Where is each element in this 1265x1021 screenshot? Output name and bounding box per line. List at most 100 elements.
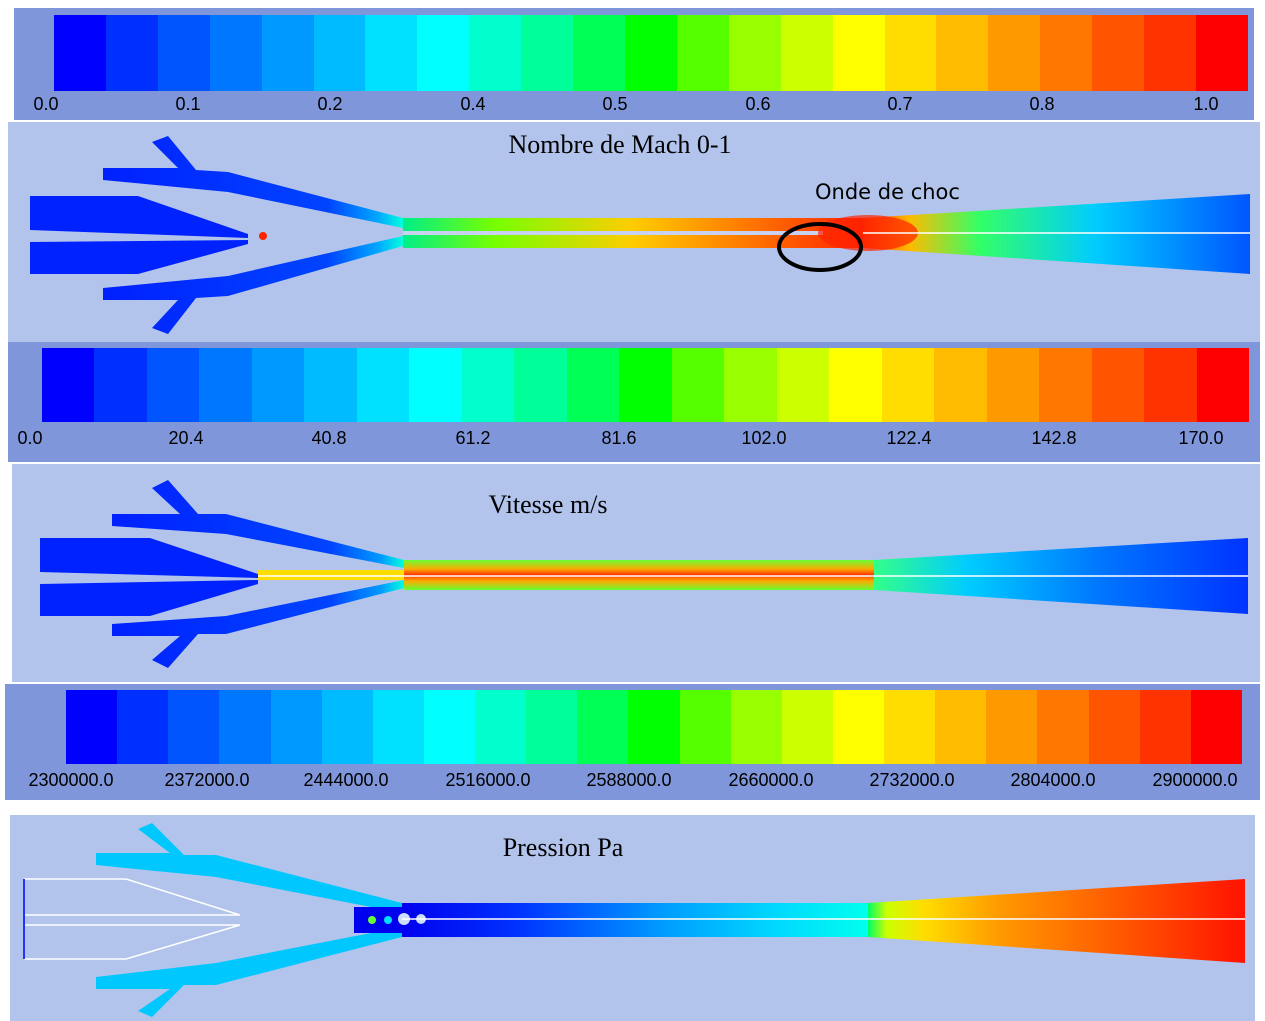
velocity-inlet-lower xyxy=(40,580,258,616)
colorbar-swatch xyxy=(356,348,410,422)
pressure-tick: 2588000.0 xyxy=(586,770,672,790)
colorbar-swatch xyxy=(1092,15,1145,91)
pressure-tick: 2660000.0 xyxy=(728,770,814,790)
velocity-panel-title: Vitesse m/s xyxy=(488,490,608,519)
colorbar-swatch xyxy=(884,690,936,764)
colorbar-swatch xyxy=(1040,15,1093,91)
velocity-tick: 40.8 xyxy=(311,428,347,448)
colorbar-swatch xyxy=(423,690,475,764)
colorbar-swatch xyxy=(628,690,680,764)
colorbar-swatch xyxy=(624,15,677,91)
velocity-tick: 142.8 xyxy=(1031,428,1077,448)
colorbar-swatch xyxy=(313,15,366,91)
colorbar-swatch xyxy=(1144,15,1196,91)
colorbar-swatch xyxy=(728,15,781,91)
colorbar-swatch xyxy=(781,690,833,764)
pressure-tick: 2300000.0 xyxy=(28,770,114,790)
mach-arm-upper xyxy=(103,136,403,228)
colorbar-swatch xyxy=(577,690,629,764)
colorbar-swatch xyxy=(780,15,833,91)
colorbar-swatch xyxy=(988,15,1041,91)
pressure-colorbar: 2300000.0 2372000.0 2444000.0 2516000.0 … xyxy=(5,684,1260,800)
shock-wave-label: Onde de choc xyxy=(815,180,960,204)
mach-tick: 0.0 xyxy=(33,94,59,114)
colorbar-swatch xyxy=(884,15,937,91)
velocity-inlet-upper xyxy=(40,538,258,578)
colorbar-swatch xyxy=(1091,348,1145,422)
colorbar-swatch xyxy=(619,348,672,422)
colorbar-swatch xyxy=(986,690,1038,764)
colorbar-swatch xyxy=(1144,348,1197,422)
colorbar-swatch xyxy=(566,348,620,422)
colorbar-swatch xyxy=(461,348,515,422)
colorbar-swatch xyxy=(1088,690,1140,764)
pressure-panel-title: Pression Pa xyxy=(502,833,624,862)
mach-colorbar: 0.0 0.1 0.2 0.4 0.5 0.6 0.7 0.8 1.0 xyxy=(14,8,1254,120)
colorbar-swatch xyxy=(832,15,885,91)
mach-tick: 0.8 xyxy=(1029,94,1055,114)
colorbar-swatch xyxy=(526,690,578,764)
colorbar-swatch xyxy=(409,348,462,422)
colorbar-swatch xyxy=(94,348,147,422)
colorbar-swatch xyxy=(514,348,567,422)
mach-tick: 0.4 xyxy=(460,94,486,114)
colorbar-swatch xyxy=(321,690,373,764)
pressure-tick: 2444000.0 xyxy=(303,770,389,790)
velocity-arm-lower xyxy=(112,580,404,668)
colorbar-swatch xyxy=(671,348,725,422)
mach-colorbar-swatches xyxy=(54,15,1248,91)
velocity-tick: 61.2 xyxy=(455,428,491,448)
mach-tick: 0.7 xyxy=(887,94,913,114)
colorbar-swatch xyxy=(199,348,252,422)
colorbar-swatch xyxy=(261,15,314,91)
mach-contour-plot xyxy=(30,136,1250,334)
colorbar-swatch xyxy=(676,15,729,91)
colorbar-swatch xyxy=(679,690,731,764)
velocity-tick: 102.0 xyxy=(741,428,787,448)
colorbar-swatch xyxy=(157,15,210,91)
pressure-colorbar-swatches xyxy=(66,690,1242,764)
colorbar-swatch xyxy=(935,690,987,764)
mach-diffuser xyxy=(863,194,1250,274)
colorbar-swatch xyxy=(936,15,989,91)
colorbar-swatch xyxy=(573,15,625,91)
colorbar-swatch xyxy=(829,348,882,422)
pressure-diffuser xyxy=(868,879,1245,963)
velocity-tick: 122.4 xyxy=(886,428,932,448)
pressure-arm-lower xyxy=(96,927,402,1017)
velocity-contour-panel: Vitesse m/s xyxy=(12,464,1260,682)
colorbar-swatch xyxy=(986,348,1040,422)
pressure-contour-plot xyxy=(23,823,1245,1017)
velocity-tick: 20.4 xyxy=(168,428,204,448)
colorbar-swatch xyxy=(168,690,220,764)
velocity-arm-upper xyxy=(112,480,404,568)
colorbar-swatch xyxy=(521,15,574,91)
colorbar-swatch xyxy=(1195,15,1248,91)
velocity-tick: 81.6 xyxy=(601,428,637,448)
mach-arm-lower xyxy=(103,236,403,334)
pressure-arm-upper xyxy=(96,823,402,913)
colorbar-swatch xyxy=(304,348,357,422)
colorbar-swatch xyxy=(1139,690,1191,764)
velocity-mixing-tube xyxy=(404,560,874,590)
velocity-contour-plot xyxy=(40,480,1248,668)
mach-tick: 0.1 xyxy=(175,94,201,114)
mach-tick: 0.6 xyxy=(745,94,771,114)
colorbar-swatch xyxy=(219,690,271,764)
colorbar-swatch xyxy=(1196,348,1250,422)
mach-tick: 0.2 xyxy=(317,94,343,114)
colorbar-swatch xyxy=(270,690,322,764)
pressure-tick: 2372000.0 xyxy=(164,770,250,790)
mach-panel-title: Nombre de Mach 0-1 xyxy=(508,130,732,159)
colorbar-swatch xyxy=(1039,348,1092,422)
velocity-colorbar: 0.0 20.4 40.8 61.2 81.6 102.0 122.4 142.… xyxy=(8,342,1260,462)
colorbar-swatch xyxy=(730,690,782,764)
pressure-tick: 2804000.0 xyxy=(1010,770,1096,790)
velocity-colorbar-swatches xyxy=(42,348,1250,422)
mach-tick: 1.0 xyxy=(1193,94,1219,114)
colorbar-swatch xyxy=(105,15,158,91)
colorbar-swatch xyxy=(417,15,470,91)
mach-contour-panel: Nombre de Mach 0-1 Onde de choc xyxy=(8,122,1260,342)
colorbar-swatch xyxy=(251,348,305,422)
velocity-tick: 0.0 xyxy=(17,428,43,448)
